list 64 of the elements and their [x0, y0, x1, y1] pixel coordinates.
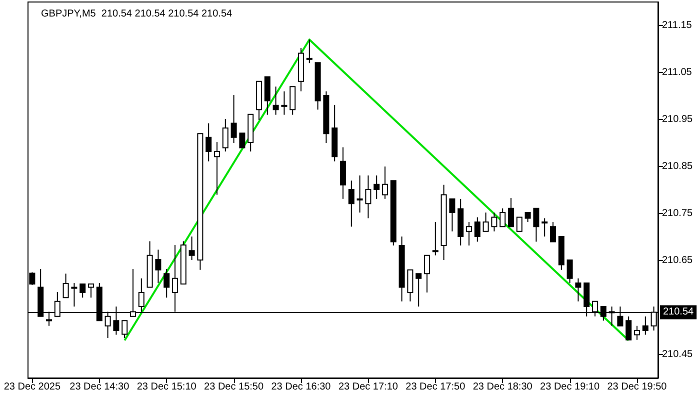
- candlestick: [222, 118, 228, 152]
- candlestick: [642, 316, 648, 336]
- candlestick: [449, 198, 456, 232]
- text: GBPJPY,M5 210.54 210.54 210.54 210.54: [41, 8, 233, 20]
- candlestick: [155, 249, 162, 284]
- candlestick: [348, 180, 354, 228]
- x-tick-label: 23 Dec 17:50: [406, 382, 466, 392]
- x-tick-label: 23 Dec 19:10: [540, 382, 600, 392]
- candlestick: [508, 197, 514, 228]
- candlestick: [424, 254, 430, 293]
- candlestick: [290, 86, 296, 116]
- candlestick: [356, 174, 363, 214]
- x-tick-label: 23 Dec 19:50: [607, 382, 668, 392]
- candlestick: [491, 212, 498, 232]
- candlestick: [164, 268, 170, 298]
- y-tick-label: 211.05: [662, 67, 692, 78]
- x-tick-label: 23 Dec 16:30: [271, 382, 332, 392]
- candlestick: [416, 273, 422, 308]
- candlestick: [474, 216, 480, 242]
- candlestick: [88, 284, 94, 298]
- candlestick: [281, 90, 288, 116]
- x-tick-label: 23 Dec 18:30: [472, 382, 533, 392]
- candlestick: [188, 236, 195, 261]
- candlestick: [382, 166, 388, 200]
- y-tick-label: 210.65: [662, 255, 694, 266]
- y-tick-label: 210.45: [662, 349, 694, 360]
- candlestick: [80, 284, 86, 298]
- x-tick-label: 23 Dec 15:10: [136, 382, 197, 392]
- candlestick: [230, 94, 237, 144]
- candlestick: [626, 316, 632, 340]
- candlestick: [500, 208, 506, 228]
- candlestick: [340, 146, 346, 200]
- x-tick-label: 23 Dec 14:30: [70, 382, 130, 392]
- y-tick-label: 210.95: [662, 114, 694, 125]
- candlestick: [407, 269, 414, 302]
- ref-line-label: 210.54: [663, 306, 694, 318]
- candlestick: [62, 273, 69, 298]
- candlestick: [550, 221, 556, 242]
- candlestick: [566, 260, 573, 284]
- candlestick: [374, 174, 380, 200]
- candlestick: [634, 325, 640, 340]
- candlestick: [524, 212, 531, 222]
- candlestick: [466, 221, 472, 246]
- candlestick: [533, 208, 540, 242]
- candlestick: [214, 142, 220, 196]
- y-tick-label: 211.15: [662, 20, 692, 31]
- y-tick-label: 210.75: [662, 208, 694, 219]
- candlestick: [432, 221, 438, 256]
- candlestick: [542, 218, 548, 238]
- candlestick: [482, 212, 489, 232]
- x-tick-label: 23 Dec 2025: [4, 382, 61, 392]
- x-tick-label: 23 Dec 15:50: [204, 382, 264, 392]
- y-tick-label: 210.85: [662, 161, 694, 172]
- candlestick: [239, 132, 246, 148]
- candlestick: [272, 86, 279, 116]
- candlestick: [516, 216, 522, 232]
- candlestick: [365, 174, 372, 219]
- candlestick: [306, 39, 312, 64]
- candlestick: [122, 320, 128, 339]
- x-tick-label: 23 Dec 17:10: [338, 382, 398, 392]
- candlestick: [264, 76, 270, 116]
- candlestick: [71, 282, 78, 308]
- candlestick: [206, 122, 212, 162]
- candlestick: [575, 278, 582, 302]
